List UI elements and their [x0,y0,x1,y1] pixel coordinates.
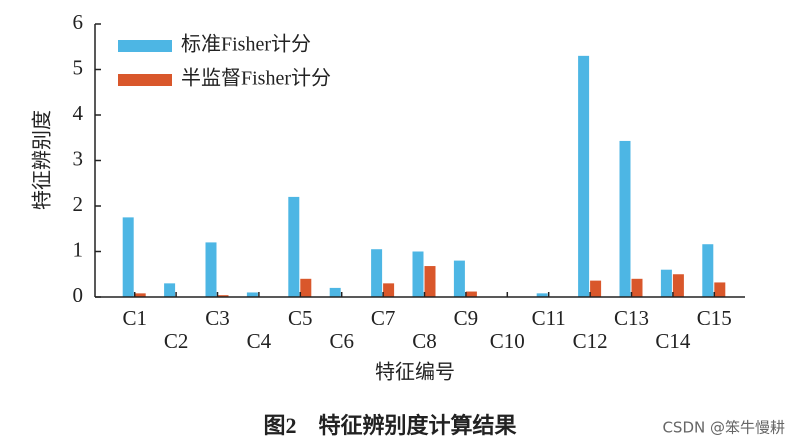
bar [371,249,383,297]
x-tick-label: C1 [122,306,147,330]
x-tick-label: C13 [614,306,649,330]
legend-label: 半监督Fisher计分 [181,67,331,90]
x-tick-label: C8 [412,329,437,353]
y-tick-label: 4 [73,101,84,125]
x-tick-label: C11 [532,306,566,330]
watermark: CSDN @笨牛慢耕 [662,419,785,437]
x-tick-label: C7 [371,306,396,330]
x-axis-title: 特征编号 [375,361,455,384]
bar [164,283,176,297]
bar [590,280,602,297]
bar [217,295,229,297]
x-tick-label: C14 [655,329,691,353]
y-tick-label: 2 [73,192,84,216]
y-tick-label: 1 [73,237,84,261]
bar [714,282,726,297]
bar [288,196,300,297]
bar [329,287,341,297]
bar [536,293,548,297]
legend-swatch [118,40,172,52]
bar [453,260,465,297]
bar [300,278,312,297]
x-tick-label: C3 [205,306,230,330]
y-tick-label: 5 [73,55,84,79]
y-tick-label: 6 [73,10,84,34]
bar [702,244,714,297]
bar [122,217,134,297]
bar [205,242,217,297]
bar [672,274,684,297]
x-tick-label: C6 [329,329,354,353]
y-tick-label: 3 [73,146,84,170]
bar [465,291,477,297]
legend-label: 标准Fisher计分 [181,33,311,56]
x-tick-label: C5 [288,306,313,330]
y-tick-label: 0 [73,283,84,307]
y-axis-title: 特征辨别度 [31,110,54,210]
x-tick-label: C2 [164,329,189,353]
x-tick-label: C10 [490,329,525,353]
bar [424,266,436,297]
x-tick-label: C9 [454,306,479,330]
bar [578,55,590,297]
bar [660,269,672,297]
bar [412,251,424,297]
x-tick-label: C4 [247,329,272,353]
bar [631,278,643,297]
bar [246,292,258,297]
legend-swatch [118,74,172,86]
bar [134,293,146,297]
bar [619,140,631,297]
figure-caption: 图2 特征辨别度计算结果 [263,413,516,438]
x-tick-label: C12 [573,329,608,353]
bar [383,283,395,297]
x-tick-label: C15 [697,306,732,330]
